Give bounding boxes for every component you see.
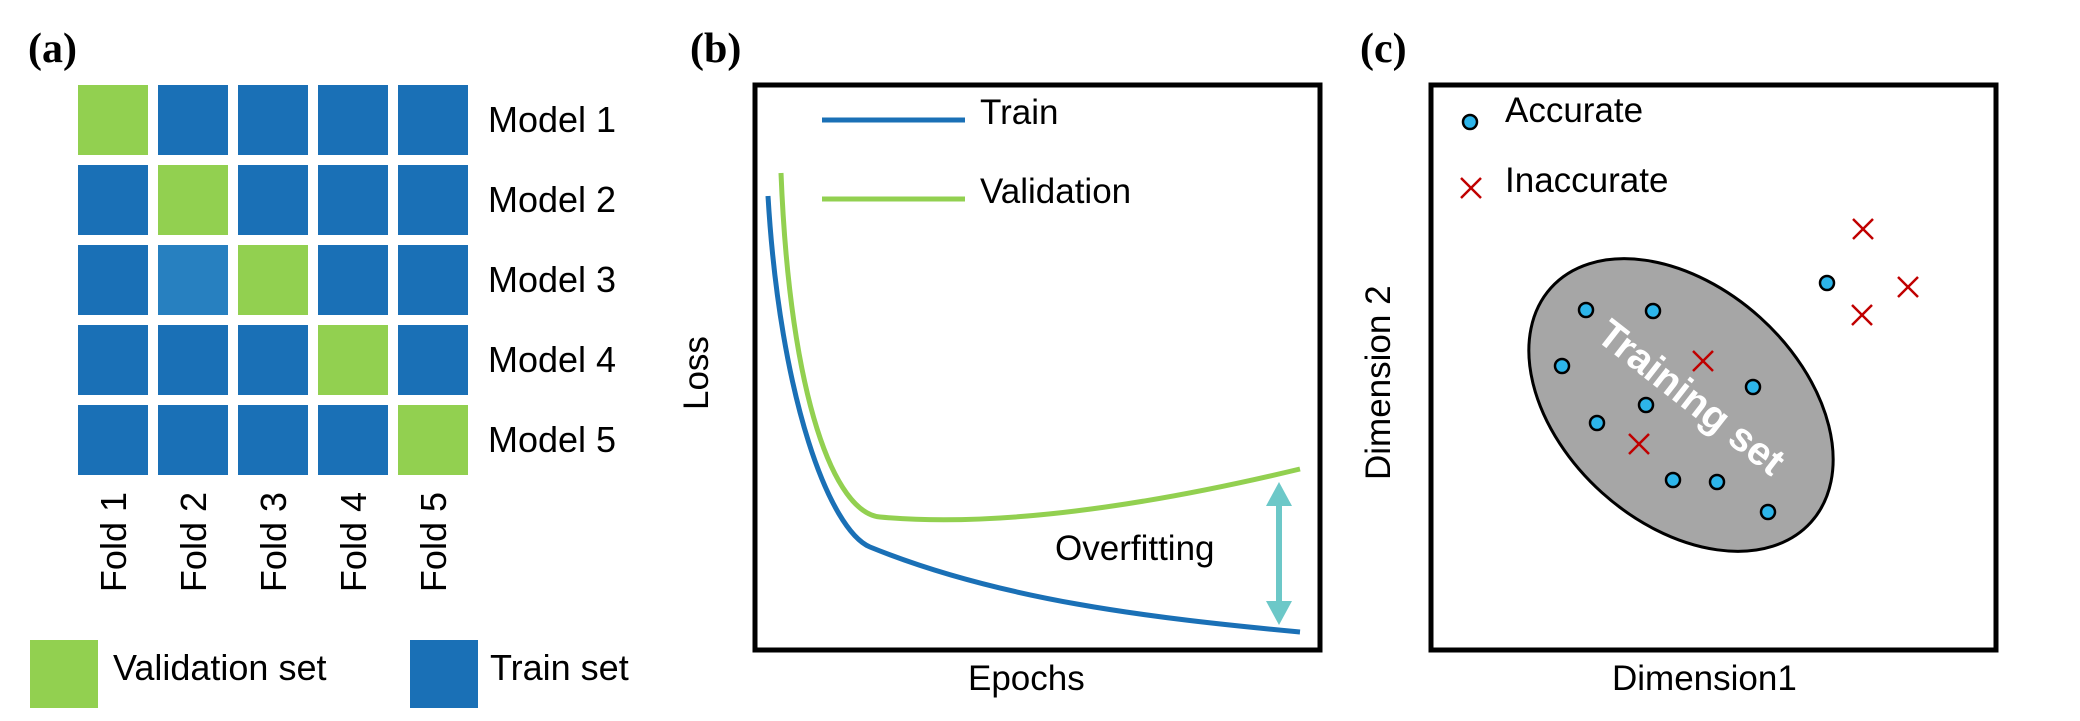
train-fold-cell bbox=[78, 245, 148, 315]
train-fold-cell bbox=[318, 405, 388, 475]
accurate-point bbox=[1744, 378, 1762, 396]
train-fold-cell bbox=[158, 85, 228, 155]
fold-label: Fold 4 bbox=[333, 492, 374, 592]
validation-fold-cell bbox=[238, 245, 308, 315]
fold-label: Fold 1 bbox=[93, 492, 134, 592]
accurate-point bbox=[1708, 473, 1726, 491]
dimension-1-axis-label: Dimension1 bbox=[1612, 659, 1797, 698]
accurate-point bbox=[1577, 301, 1595, 319]
epochs-axis-label: Epochs bbox=[968, 659, 1085, 698]
inaccurate-legend-marker bbox=[1460, 177, 1482, 199]
loss-axis-label: Loss bbox=[677, 336, 716, 410]
train-fold-cell bbox=[398, 165, 468, 235]
accurate-legend-marker bbox=[1461, 113, 1479, 131]
accurate-point bbox=[1759, 503, 1777, 521]
train-fold-cell bbox=[318, 165, 388, 235]
inaccurate-point bbox=[1851, 304, 1873, 326]
accurate-point bbox=[1664, 471, 1682, 489]
train-fold-cell bbox=[78, 405, 148, 475]
validation-legend-label: Validation bbox=[980, 172, 1131, 211]
train-fold-cell bbox=[158, 245, 228, 315]
train-fold-cell bbox=[78, 165, 148, 235]
model-label: Model 3 bbox=[488, 259, 616, 300]
accurate-point bbox=[1553, 357, 1571, 375]
fold-label: Fold 3 bbox=[253, 492, 294, 592]
overfitting-arrow bbox=[1266, 482, 1292, 625]
train-fold-cell bbox=[158, 325, 228, 395]
model-label: Model 5 bbox=[488, 419, 616, 460]
train-fold-cell bbox=[158, 405, 228, 475]
train-fold-cell bbox=[238, 85, 308, 155]
train-loss-curve bbox=[765, 195, 1301, 635]
model-label: Model 1 bbox=[488, 99, 616, 140]
fold-labels: Fold 1 Fold 2 Fold 3 Fold 4 Fold 5 bbox=[93, 492, 454, 592]
train-fold-cell bbox=[398, 85, 468, 155]
train-fold-cell bbox=[318, 85, 388, 155]
accurate-point bbox=[1644, 302, 1662, 320]
scatter-points bbox=[1553, 218, 1919, 521]
validation-set-legend-label: Validation set bbox=[113, 647, 326, 688]
dimension-2-axis-label: Dimension 2 bbox=[1359, 285, 1398, 480]
training-set-ellipse bbox=[1527, 257, 1835, 553]
loss-plot-frame bbox=[752, 82, 1323, 653]
model-labels: Model 1 Model 2 Model 3 Model 4 Model 5 bbox=[488, 99, 616, 460]
train-legend-label: Train bbox=[980, 93, 1058, 132]
train-fold-cell bbox=[78, 325, 148, 395]
accurate-point bbox=[1588, 414, 1606, 432]
train-fold-cell bbox=[238, 165, 308, 235]
validation-fold-cell bbox=[398, 405, 468, 475]
validation-fold-cell bbox=[158, 165, 228, 235]
feature-space-frame bbox=[1428, 82, 1999, 653]
model-label: Model 4 bbox=[488, 339, 616, 380]
train-set-legend-label: Train set bbox=[490, 647, 629, 688]
panel-b-label: (b) bbox=[690, 26, 741, 72]
train-fold-cell bbox=[398, 325, 468, 395]
inaccurate-point bbox=[1897, 276, 1919, 298]
train-fold-cell bbox=[238, 405, 308, 475]
model-label: Model 2 bbox=[488, 179, 616, 220]
validation-set-swatch bbox=[30, 640, 98, 708]
panel-c-label: (c) bbox=[1360, 26, 1407, 72]
accurate-legend-label: Accurate bbox=[1505, 91, 1643, 130]
train-fold-cell bbox=[318, 245, 388, 315]
cross-validation-grid bbox=[78, 85, 468, 475]
fold-label: Fold 2 bbox=[173, 492, 214, 592]
train-set-swatch bbox=[410, 640, 478, 708]
inaccurate-point bbox=[1692, 350, 1714, 372]
fold-label: Fold 5 bbox=[413, 492, 454, 592]
inaccurate-point bbox=[1628, 433, 1650, 455]
validation-fold-cell bbox=[78, 85, 148, 155]
inaccurate-legend-label: Inaccurate bbox=[1505, 161, 1668, 200]
train-fold-cell bbox=[398, 245, 468, 315]
validation-loss-curve bbox=[778, 172, 1301, 523]
overfitting-label: Overfitting bbox=[1055, 529, 1215, 568]
panel-a-label: (a) bbox=[28, 26, 77, 72]
inaccurate-point bbox=[1852, 218, 1874, 240]
inaccurate-cross bbox=[1460, 177, 1482, 199]
train-fold-cell bbox=[238, 325, 308, 395]
validation-fold-cell bbox=[318, 325, 388, 395]
accurate-point bbox=[1818, 274, 1836, 292]
accurate-point bbox=[1637, 396, 1655, 414]
